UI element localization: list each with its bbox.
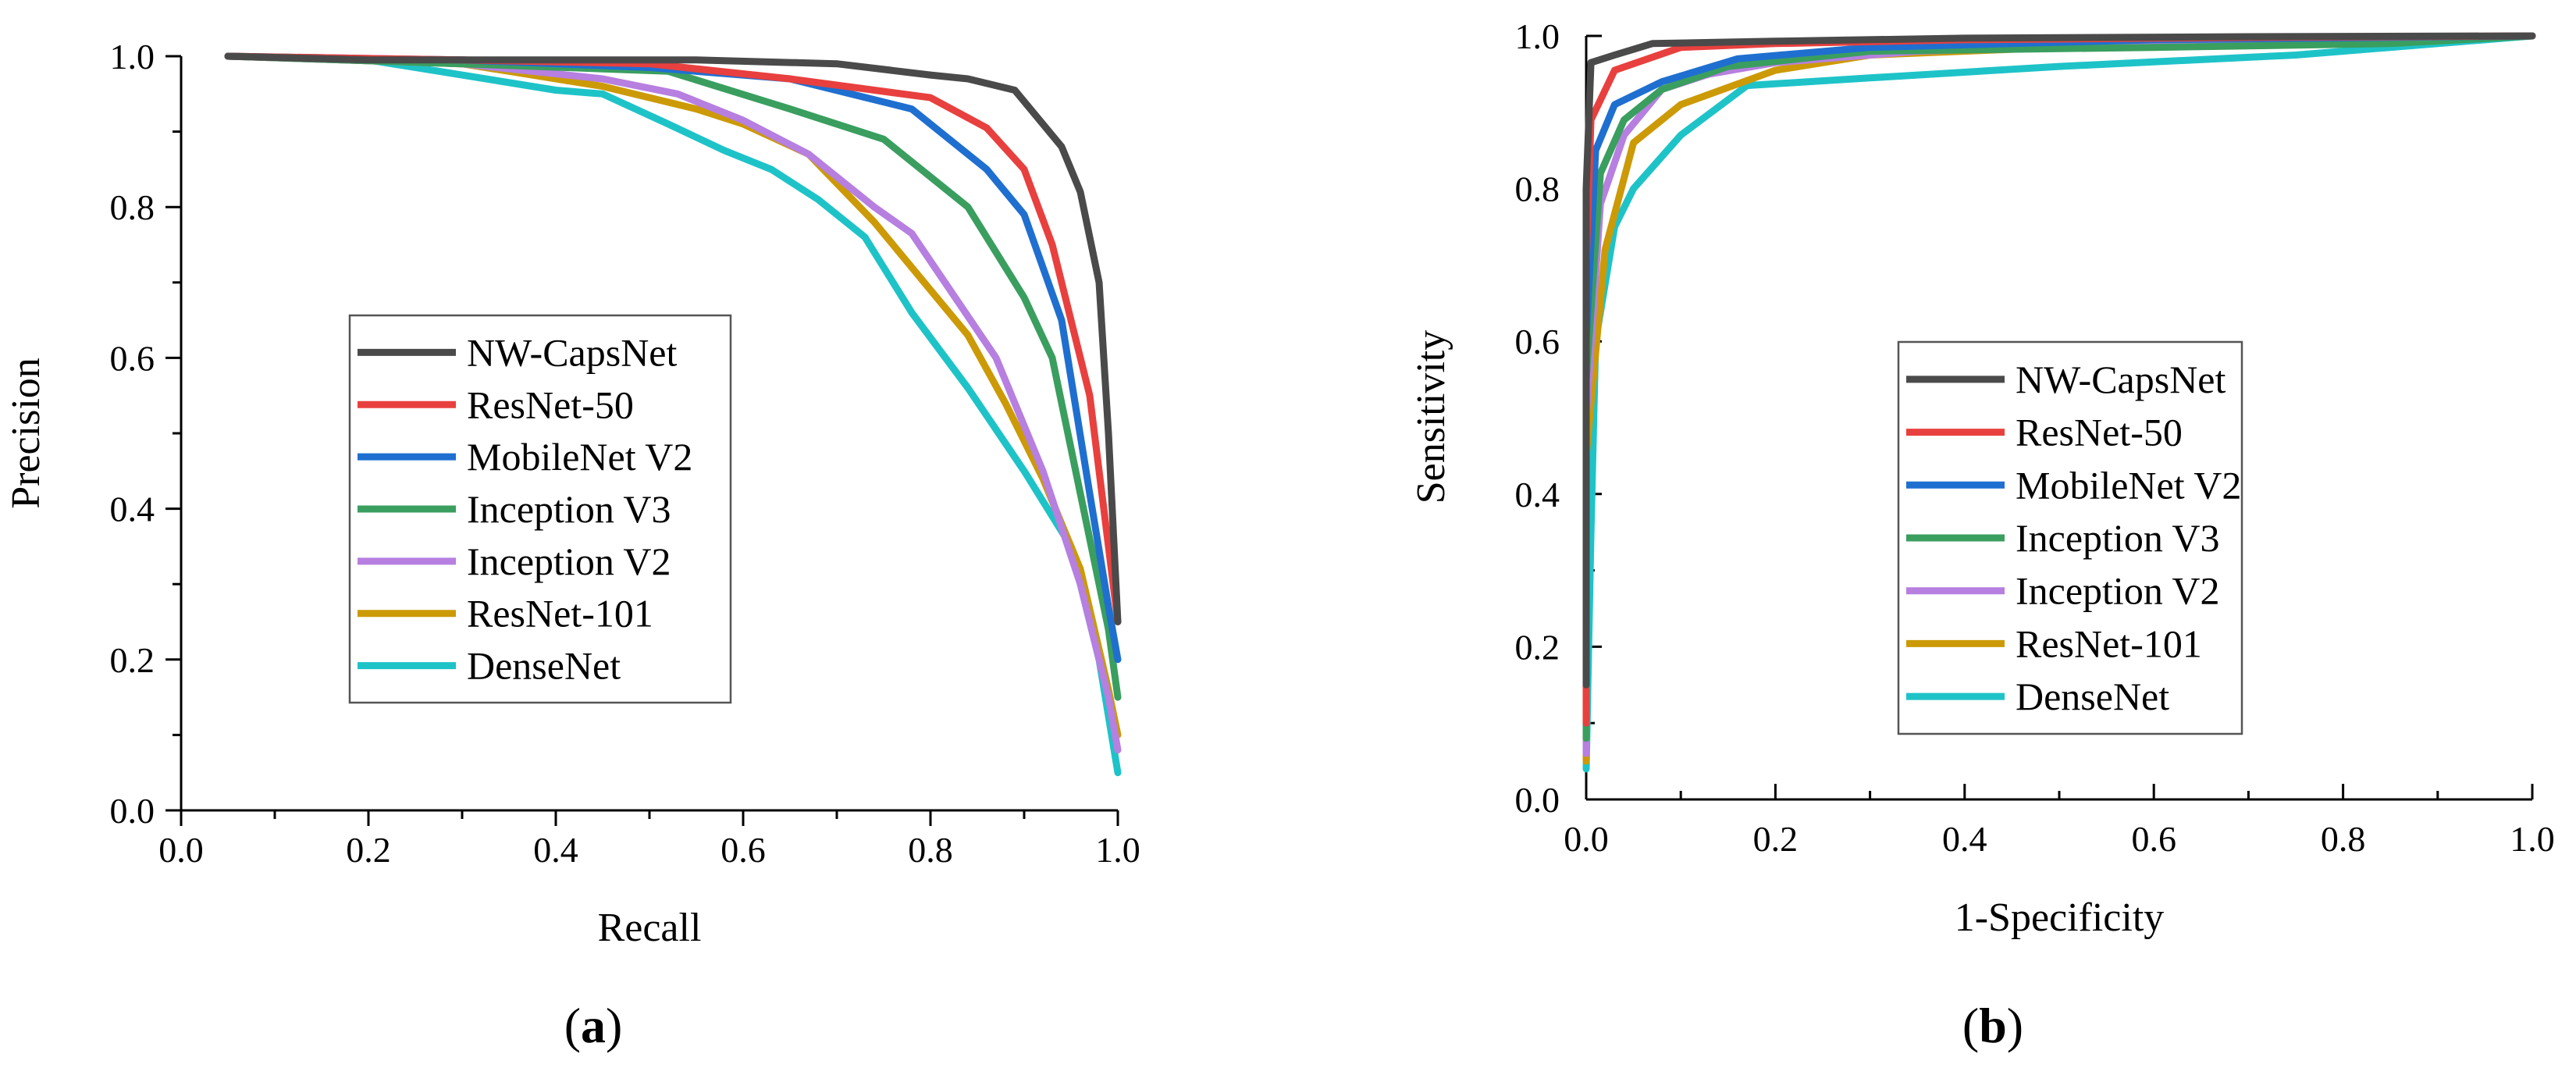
b-y-axis-label: Sensitivity [1409, 330, 1453, 504]
a-x-axis-label: Recall [598, 906, 702, 950]
b-x-tick-label: 0.6 [2131, 819, 2176, 859]
panel-b-roc-chart: 0.0 0.2 0.4 0.6 0.8 1.0 0.0 0.2 0.4 0.6 0.8 1.0 1-Sp… [1409, 16, 2555, 1053]
b-x-tick-label: 0.2 [1753, 819, 1799, 859]
b-y-tick-label: 0.6 [1515, 322, 1560, 361]
b-legend-label-nw-capsnet: NW-CapsNet [2016, 358, 2226, 401]
a-x-tick-label: 0.6 [720, 830, 766, 870]
b-series-group [1582, 32, 2536, 773]
a-y-tick-label: 0.0 [110, 791, 155, 831]
b-x-tick-label: 0.0 [1564, 819, 1609, 859]
a-y-tick-label: 0.6 [110, 338, 155, 378]
a-legend-label-resnet-50: ResNet-50 [467, 383, 634, 426]
a-series-line-resnet-101 [224, 52, 1122, 739]
b-legend-label-inception-v3: Inception V3 [2016, 516, 2220, 560]
a-legend-label-inception-v3: Inception V3 [467, 487, 671, 531]
b-legend-label-resnet-50: ResNet-50 [2016, 411, 2183, 454]
b-y-tick-label: 0.2 [1515, 627, 1560, 667]
a-x-tick-label: 1.0 [1095, 830, 1140, 870]
a-legend-label-mobilenet-v2: MobileNet V2 [467, 435, 692, 479]
a-y-tick-label: 0.8 [110, 187, 155, 227]
panel-a-precision-recall-chart: 0.0 0.2 0.4 0.6 0.8 1.0 0.0 0.2 0.4 0.6 0.8 1.0 Reca… [4, 37, 1140, 1053]
b-y-tick-label: 0.4 [1515, 475, 1560, 514]
a-legend: NW-CapsNet ResNet-50 MobileNet V2 Inception… [348, 314, 732, 704]
b-legend: NW-CapsNet ResNet-50 MobileNet V2 Inception… [1897, 340, 2243, 735]
a-legend-label-inception-v2: Inception V2 [467, 539, 671, 583]
b-y-tick-label: 0.8 [1515, 169, 1560, 209]
a-x-tick-label: 0.4 [533, 830, 578, 870]
a-legend-label-resnet-101: ResNet-101 [467, 592, 653, 635]
a-x-tick-label: 0.8 [908, 830, 953, 870]
a-legend-label-densenet: DenseNet [467, 644, 621, 688]
b-series-line-inception-v3 [1582, 32, 2536, 742]
b-y-tick-label: 0.0 [1515, 780, 1560, 820]
a-legend-label-nw-capsnet: NW-CapsNet [467, 330, 677, 374]
a-x-tick-label: 0.2 [346, 830, 391, 870]
b-panel-label: (b) [1962, 998, 2023, 1053]
a-series-line-densenet [224, 52, 1122, 777]
a-series-line-nw-capsnet [224, 52, 1122, 625]
a-panel-label: (a) [564, 998, 623, 1053]
a-y-tick-label: 1.0 [110, 37, 155, 77]
a-series-group [224, 52, 1122, 777]
b-series-line-nw-capsnet [1582, 32, 2536, 689]
b-legend-label-resnet-101: ResNet-101 [2016, 621, 2202, 665]
a-y-tick-label: 0.4 [110, 490, 155, 529]
b-x-axis-label: 1-Specificity [1955, 895, 2165, 940]
b-x-tick-label: 0.8 [2321, 819, 2366, 859]
b-x-tick-label: 0.4 [1942, 819, 1987, 859]
a-y-axis-label: Precision [4, 358, 48, 509]
a-x-tick-label: 0.0 [158, 830, 204, 870]
a-series-line-inception-v2 [224, 52, 1122, 754]
b-legend-label-densenet: DenseNet [2016, 675, 2169, 718]
b-legend-label-inception-v2: Inception V2 [2016, 569, 2220, 613]
b-x-tick-label: 1.0 [2510, 819, 2555, 859]
b-legend-label-mobilenet-v2: MobileNet V2 [2016, 463, 2241, 507]
b-y-tick-label: 1.0 [1515, 16, 1560, 56]
a-y-tick-label: 0.2 [110, 640, 155, 680]
